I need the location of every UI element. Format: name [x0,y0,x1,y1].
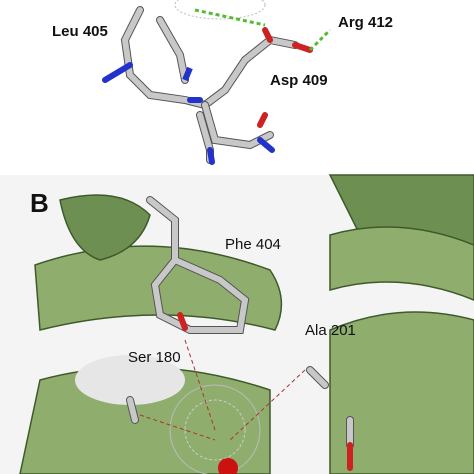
residue-label: Leu 405 [52,23,108,40]
residue-label: Phe 404 [225,236,281,253]
sticks-b [126,196,354,471]
residue-label: Ser 180 [128,349,181,366]
panel-a: Leu 405 Arg 412 Asp 409 [0,0,474,170]
mesh [169,384,261,474]
tube [75,355,185,405]
mesh [174,0,266,20]
helix [59,194,151,261]
helix [329,311,474,474]
atom [218,458,238,474]
panel-b: B Phe 404 Ala 201 Ser 180 [0,174,474,474]
panel-letter: B [30,188,49,218]
sticks-a [102,6,332,165]
residue-label: Arg 412 [338,14,393,31]
helix [329,226,474,301]
residue-label: Ala 201 [305,322,356,339]
residue-label: Asp 409 [270,72,328,89]
mesh [184,399,246,461]
